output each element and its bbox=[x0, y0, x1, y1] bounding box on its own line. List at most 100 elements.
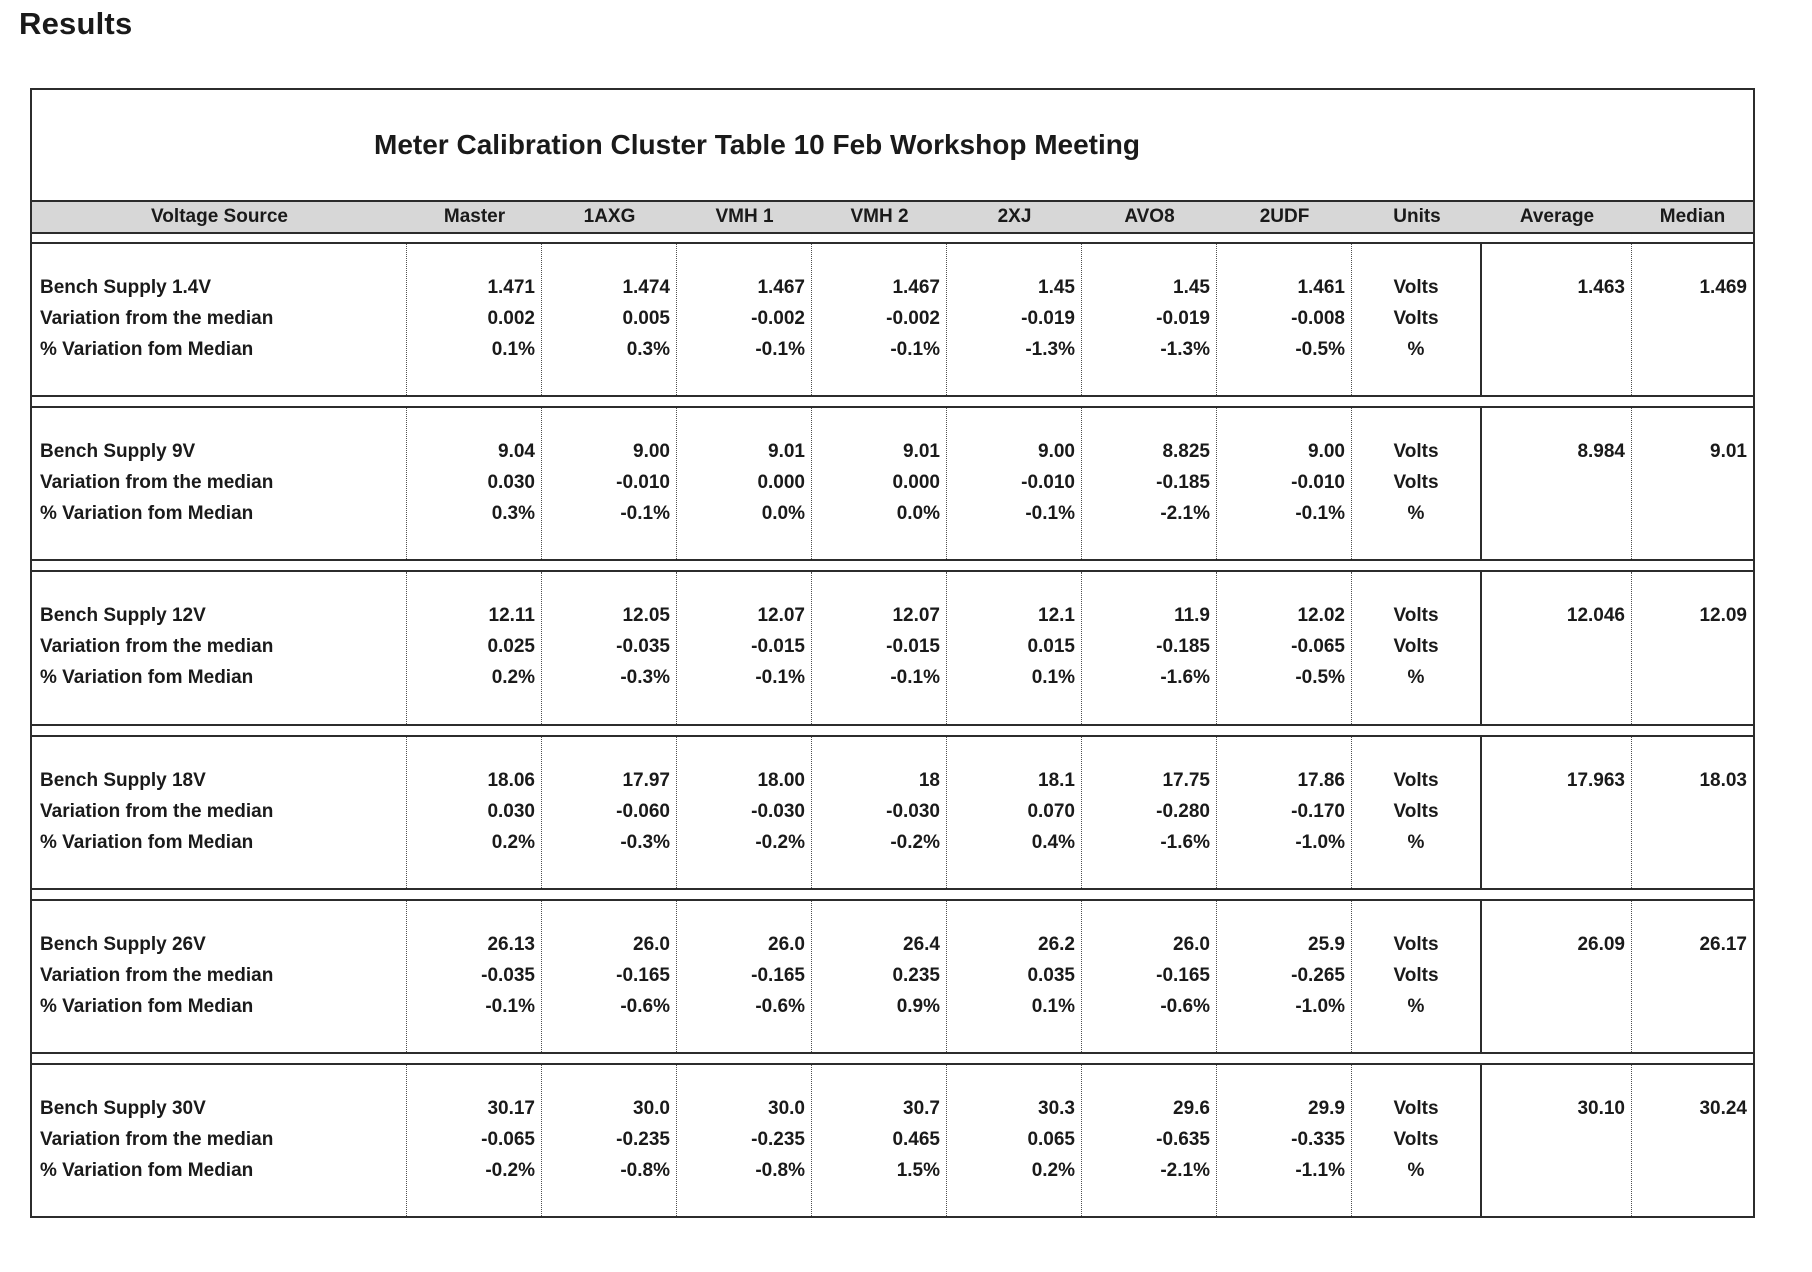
median-cell-line: 18.03 bbox=[1699, 769, 1747, 791]
meter-value-cell-line: 1.474 bbox=[622, 277, 670, 298]
average-cell-line: 17.963 bbox=[1566, 769, 1625, 791]
median-cell: 30.24 bbox=[1632, 1065, 1753, 1216]
meter-value-cell-line: -0.010 bbox=[1021, 472, 1075, 494]
average-cell-line bbox=[1482, 334, 1631, 365]
units-cell-line: % bbox=[1407, 1159, 1425, 1181]
meter-value-cell-line: -0.015 bbox=[751, 636, 805, 658]
median-cell: 12.09 bbox=[1632, 572, 1753, 723]
average-cell-line bbox=[1482, 303, 1631, 334]
meter-value-cell-line: 1.467 bbox=[892, 277, 940, 298]
meter-value-cell-line: 29.6 bbox=[1173, 1097, 1210, 1119]
units-cell: Volts Volts% bbox=[1352, 408, 1482, 560]
average-cell-line bbox=[1482, 991, 1631, 1022]
row-label-cell: Bench Supply 26V Variation from the media… bbox=[32, 900, 407, 1052]
median-cell-line bbox=[1632, 334, 1753, 365]
average-cell-line: 26.09 bbox=[1577, 933, 1625, 955]
row-label-cell-line: % Variation fom Median bbox=[40, 503, 254, 525]
meter-value-cell: 1.467 -0.002 -0.1% bbox=[812, 244, 947, 396]
meter-value-cell-line: 0.1% bbox=[491, 339, 535, 360]
meter-value-cell-line: -0.065 bbox=[481, 1128, 535, 1150]
row-label-cell-line: Variation from the median bbox=[40, 1128, 274, 1150]
meter-value-cell-line: -0.235 bbox=[616, 1128, 670, 1150]
meter-value-cell: 30.17 -0.065 -0.2% bbox=[407, 1064, 542, 1217]
meter-value-cell: 12.07 -0.015 -0.1% bbox=[677, 572, 812, 724]
row-label-cell-line: Variation from the median bbox=[40, 472, 274, 494]
meter-value-cell-line: -0.280 bbox=[1156, 800, 1210, 822]
table-title: Meter Calibration Cluster Table 10 Feb W… bbox=[374, 129, 1140, 160]
meter-value-cell-line: 26.13 bbox=[487, 933, 535, 955]
meter-value-cell-line: 18 bbox=[918, 769, 940, 791]
meter-value-cell-line: 0.1% bbox=[1031, 995, 1075, 1017]
units-cell-line: Volts bbox=[1393, 800, 1439, 822]
meter-value-cell-line: -0.1% bbox=[890, 339, 940, 360]
meter-value-cell: 26.0 -0.165 -0.6% bbox=[542, 900, 677, 1052]
meter-value-cell: 9.04 0.030 0.3% bbox=[407, 408, 542, 560]
row-label-cell: Bench Supply 18V Variation from the media… bbox=[32, 736, 407, 888]
meter-value-cell-line: -0.1% bbox=[890, 667, 940, 689]
units-cell-line: Volts bbox=[1393, 1097, 1439, 1119]
units-cell-line: Volts bbox=[1393, 277, 1439, 298]
meter-value-cell-line: 17.97 bbox=[622, 769, 670, 791]
row-label-cell-line: Variation from the median bbox=[40, 308, 274, 329]
meter-value-cell-line: 12.05 bbox=[622, 605, 670, 627]
meter-value-cell-line: 12.07 bbox=[757, 605, 805, 627]
meter-value-cell-line: 0.005 bbox=[622, 308, 670, 329]
units-cell-line: Volts bbox=[1393, 605, 1439, 627]
average-cell: 8.984 bbox=[1482, 408, 1632, 560]
meter-value-cell-line: 1.45 bbox=[1038, 277, 1075, 298]
meter-value-cell-line: 18.1 bbox=[1038, 769, 1075, 791]
meter-value-cell-line: -1.3% bbox=[1025, 339, 1075, 360]
meter-value-cell: 1.45 -0.019 -1.3% bbox=[1082, 244, 1217, 396]
meter-value-cell-line: 12.07 bbox=[892, 605, 940, 627]
meter-value-cell-line: -0.1% bbox=[755, 339, 805, 360]
meter-value-cell-line: -0.635 bbox=[1156, 1128, 1210, 1150]
meter-value-cell-line: 26.0 bbox=[1173, 933, 1210, 955]
meter-value-cell-line: 0.3% bbox=[491, 503, 535, 525]
row-label-cell-line: % Variation fom Median bbox=[40, 831, 254, 853]
row-label-cell-line: Bench Supply 9V bbox=[40, 441, 196, 463]
meter-value-cell-line: 30.7 bbox=[903, 1097, 940, 1119]
meter-value-cell: 9.00 -0.010 -0.1% bbox=[542, 408, 677, 560]
meter-value-cell-line: -0.060 bbox=[616, 800, 670, 822]
median-cell-line bbox=[1632, 1155, 1753, 1186]
meter-value-cell-line: 0.030 bbox=[487, 472, 535, 494]
meter-value-cell: 29.9 -0.335 -1.1% bbox=[1217, 1064, 1352, 1217]
meter-value-cell: 1.461 -0.008 -0.5% bbox=[1217, 244, 1352, 396]
units-cell-line: Volts bbox=[1393, 1128, 1439, 1150]
meter-value-cell-line: 0.000 bbox=[757, 472, 805, 494]
meter-value-cell-line: 1.5% bbox=[896, 1159, 940, 1181]
meter-value-cell-line: 0.000 bbox=[892, 472, 940, 494]
measurement-block: Bench Supply 30V Variation from the media… bbox=[32, 1062, 1753, 1217]
measurement-block: Bench Supply 9V Variation from the median… bbox=[32, 406, 1753, 562]
meter-value-cell-line: 9.04 bbox=[498, 441, 535, 463]
median-cell: 26.17 bbox=[1632, 901, 1753, 1052]
average-cell-line bbox=[1482, 1124, 1631, 1155]
meter-value-cell-line: 25.9 bbox=[1308, 933, 1345, 955]
units-cell-line: % bbox=[1407, 995, 1425, 1017]
meter-value-cell: 8.825 -0.185 -2.1% bbox=[1082, 408, 1217, 560]
measurement-block: Bench Supply 12V Variation from the media… bbox=[32, 570, 1753, 726]
meter-value-cell-line: 18.00 bbox=[757, 769, 805, 791]
units-cell-line: Volts bbox=[1393, 964, 1439, 986]
row-label-cell-line: Variation from the median bbox=[40, 636, 274, 658]
meter-value-cell-line: 17.75 bbox=[1162, 769, 1210, 791]
meter-value-cell-line: -0.170 bbox=[1291, 800, 1345, 822]
meter-value-cell-line: -0.010 bbox=[616, 472, 670, 494]
average-cell: 1.463 bbox=[1482, 244, 1632, 396]
meter-value-cell-line: -0.065 bbox=[1291, 636, 1345, 658]
meter-value-cell-line: 0.2% bbox=[491, 667, 535, 689]
calibration-table: Meter Calibration Cluster Table 10 Feb W… bbox=[30, 88, 1755, 1218]
meter-value-cell: 12.1 0.015 0.1% bbox=[947, 572, 1082, 724]
measurement-block: Bench Supply 26V Variation from the media… bbox=[32, 898, 1753, 1054]
median-cell-line: 9.01 bbox=[1710, 441, 1747, 463]
meter-value-cell-line: 0.235 bbox=[892, 964, 940, 986]
meter-value-cell-line: -0.3% bbox=[620, 831, 670, 853]
units-cell-line: Volts bbox=[1393, 769, 1439, 791]
meter-value-cell: 26.0 -0.165 -0.6% bbox=[1082, 900, 1217, 1052]
meter-value-cell-line: -0.2% bbox=[485, 1159, 535, 1181]
meter-value-cell-line: 29.9 bbox=[1308, 1097, 1345, 1119]
meter-value-cell-line: 0.035 bbox=[1027, 964, 1075, 986]
meter-value-cell: 30.3 0.065 0.2% bbox=[947, 1064, 1082, 1217]
median-cell-line bbox=[1632, 631, 1753, 662]
meter-value-cell: 9.01 0.000 0.0% bbox=[812, 408, 947, 560]
